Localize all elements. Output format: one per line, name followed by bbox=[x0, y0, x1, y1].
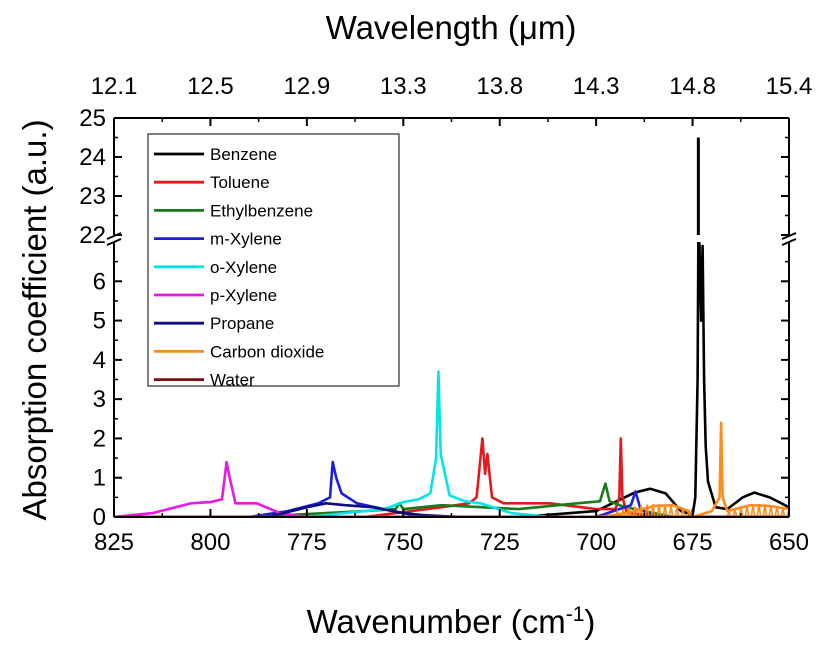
x-axis-title-main: Wavenumber (cm bbox=[307, 603, 566, 640]
y-tick-label-upper: 23 bbox=[79, 183, 106, 210]
series-comb-carbon-dioxide bbox=[726, 503, 789, 518]
x2-tick-label: 13.8 bbox=[476, 73, 523, 100]
x2-tick-label: 12.5 bbox=[187, 73, 234, 100]
series-line-benzene bbox=[114, 242, 789, 518]
y-tick-label: 6 bbox=[93, 268, 106, 295]
x-tick-label: 775 bbox=[287, 529, 327, 556]
y-axis-title: Absorption coefficient (a.u.) bbox=[16, 119, 53, 520]
legend-label: Water bbox=[210, 371, 255, 390]
x2-tick-label: 12.1 bbox=[91, 73, 138, 100]
y-tick-label: 0 bbox=[93, 504, 106, 531]
y-tick-label-upper: 25 bbox=[79, 105, 106, 132]
x-axis-title-close: ) bbox=[584, 603, 595, 640]
x2-tick-label: 13.3 bbox=[380, 73, 427, 100]
legend-box bbox=[147, 133, 400, 387]
legend-label: Benzene bbox=[210, 145, 277, 164]
x-tick-label: 825 bbox=[94, 529, 134, 556]
legend-label: m-Xylene bbox=[210, 230, 282, 249]
y-tick-label: 2 bbox=[93, 425, 106, 452]
legend-label: Ethylbenzene bbox=[210, 201, 313, 220]
series-comb-carbon-dioxide bbox=[614, 503, 692, 518]
series-line-toluene bbox=[114, 437, 789, 518]
series-line-o-xylene bbox=[114, 370, 789, 518]
legend-label: o-Xylene bbox=[210, 258, 277, 277]
legend-label: p-Xylene bbox=[210, 286, 277, 305]
x2-axis-title: Wavelength (μm) bbox=[326, 9, 577, 46]
y-tick-label-upper: 22 bbox=[79, 222, 106, 249]
x-tick-label: 700 bbox=[576, 529, 616, 556]
x-axis-title: Wavenumber (cm-1) bbox=[307, 603, 596, 640]
legend-label: Toluene bbox=[210, 173, 270, 192]
left-axis-break-mark bbox=[106, 238, 122, 246]
x-tick-label: 675 bbox=[673, 529, 713, 556]
y-tick-label: 5 bbox=[93, 308, 106, 335]
legend-label: Propane bbox=[210, 314, 274, 333]
x2-tick-label: 14.3 bbox=[573, 73, 620, 100]
y-tick-label-upper: 24 bbox=[79, 144, 106, 171]
y-tick-label: 4 bbox=[93, 347, 106, 374]
right-axis-break-mark bbox=[781, 238, 797, 246]
axis-ticks: 82512.180012.577512.975013.372513.870014… bbox=[79, 73, 812, 556]
x2-tick-label: 14.8 bbox=[669, 73, 716, 100]
x-tick-label: 650 bbox=[769, 529, 809, 556]
x-tick-label: 800 bbox=[190, 529, 230, 556]
x-tick-label: 725 bbox=[480, 529, 520, 556]
series-line-carbon-dioxide bbox=[114, 421, 789, 518]
x-tick-label: 750 bbox=[383, 529, 423, 556]
x2-tick-label: 15.4 bbox=[766, 73, 813, 100]
y-tick-label: 3 bbox=[93, 386, 106, 413]
y-tick-label: 1 bbox=[93, 465, 106, 492]
x-axis-title-superscript: -1 bbox=[566, 603, 585, 626]
x2-tick-label: 12.9 bbox=[283, 73, 330, 100]
legend: Benzene Toluene Ethylbenzene m-Xylene o-Xyle… bbox=[147, 133, 400, 390]
legend-label: Carbon dioxide bbox=[210, 342, 324, 361]
